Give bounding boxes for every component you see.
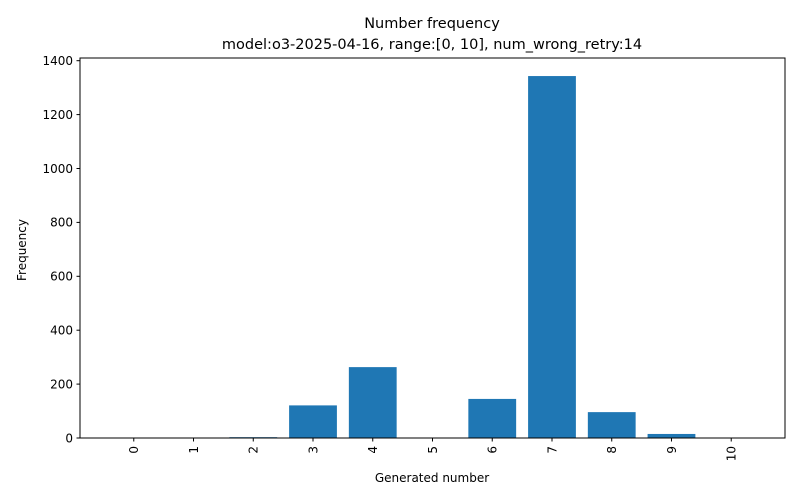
bars-group <box>229 76 696 439</box>
bar-3 <box>289 405 337 438</box>
x-axis-label: Generated number <box>375 471 489 485</box>
x-tick-label: 10 <box>725 446 739 461</box>
plot-frame <box>79 57 786 439</box>
x-axis: 0 1 2 3 4 5 6 7 8 9 10 <box>127 438 739 461</box>
bar-4 <box>348 367 397 438</box>
x-tick-label: 9 <box>665 446 679 454</box>
x-tick-label: 8 <box>605 446 619 454</box>
y-tick-label: 600 <box>50 270 73 284</box>
chart-title: Number frequency <box>364 16 500 32</box>
bar-6 <box>468 398 517 438</box>
x-tick-label: 5 <box>426 446 440 454</box>
y-axis: 0 200 400 600 800 1000 1200 1400 <box>42 54 80 445</box>
y-tick-label: 800 <box>50 216 73 230</box>
y-tick-label: 400 <box>50 323 73 337</box>
x-tick-label: 0 <box>127 446 141 454</box>
bar-7 <box>528 76 576 439</box>
x-tick-label: 2 <box>247 446 261 454</box>
x-tick-label: 6 <box>486 446 500 454</box>
bar-9 <box>647 433 696 438</box>
x-tick-label: 3 <box>306 446 320 454</box>
bar-8 <box>587 412 636 438</box>
y-tick-label: 1000 <box>42 162 73 176</box>
x-tick-label: 1 <box>187 446 201 454</box>
y-tick-label: 200 <box>50 377 73 391</box>
y-tick-label: 1200 <box>42 108 73 122</box>
x-tick-label: 7 <box>545 446 559 454</box>
y-axis-label: Frequency <box>15 219 29 281</box>
y-tick-label: 0 <box>65 431 73 445</box>
x-tick-label: 4 <box>366 446 380 454</box>
y-tick-label: 1400 <box>42 54 73 68</box>
chart-subtitle: model:o3-2025-04-16, range:[0, 10], num_… <box>222 37 642 53</box>
